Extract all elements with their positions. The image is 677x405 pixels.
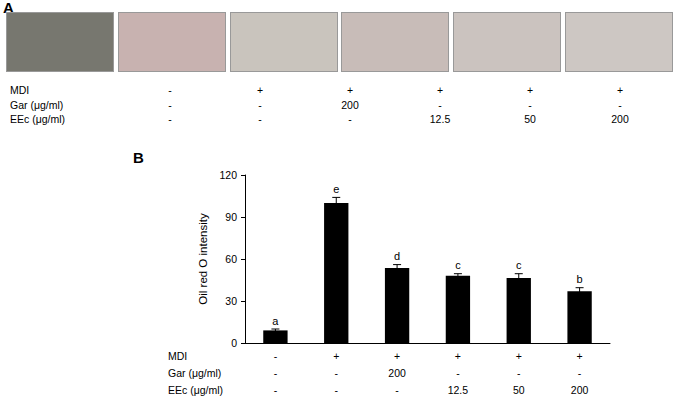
html-text:200: 200 <box>570 384 589 396</box>
html-text:MDI: MDI <box>168 350 188 362</box>
html-text:12.5: 12.5 <box>429 113 451 125</box>
html-text:MDI: MDI <box>10 84 30 96</box>
html-text:Gar (μg/ml): Gar (μg/ml) <box>10 98 64 111</box>
html-text:12.5: 12.5 <box>447 384 469 396</box>
svg-text:0: 0 <box>231 337 237 349</box>
svg-text:a: a <box>272 315 279 327</box>
svg-text:60: 60 <box>225 253 237 265</box>
html-text:A: A <box>3 0 14 16</box>
html-text:200: 200 <box>341 98 359 111</box>
html-text:B: B <box>133 149 144 166</box>
html-text:EEc (μg/ml): EEc (μg/ml) <box>168 384 224 396</box>
svg-text:90: 90 <box>225 211 237 223</box>
html-text:50: 50 <box>512 384 525 396</box>
svg-text:Oil red O intensity: Oil red O intensity <box>197 213 209 305</box>
svg-text:30: 30 <box>225 295 237 307</box>
html-text:50: 50 <box>524 113 536 125</box>
svg-text:c: c <box>516 259 522 271</box>
html-text:Gar (μg/ml): Gar (μg/ml) <box>168 367 222 379</box>
svg-text:120: 120 <box>219 169 237 181</box>
svg-text:c: c <box>455 259 461 271</box>
html-text:200: 200 <box>388 367 406 379</box>
svg-text:e: e <box>333 183 339 195</box>
svg-text:b: b <box>577 273 583 285</box>
html-text:EEc (μg/ml): EEc (μg/ml) <box>10 113 66 125</box>
html-text:200: 200 <box>611 113 629 125</box>
svg-text:d: d <box>394 250 400 262</box>
